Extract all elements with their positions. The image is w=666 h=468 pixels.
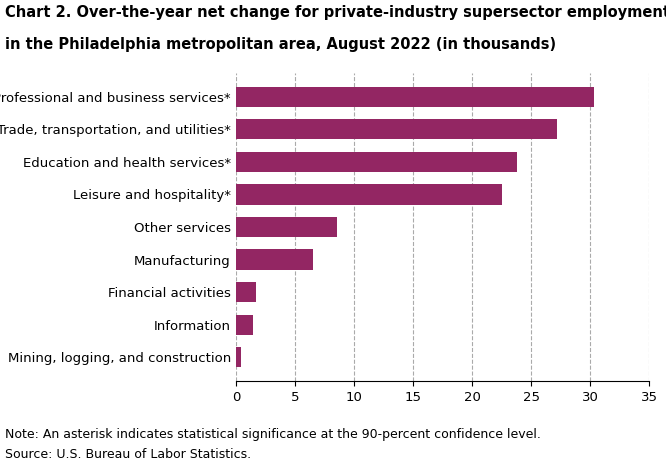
- Bar: [236, 87, 594, 107]
- Bar: [236, 217, 337, 237]
- Bar: [236, 184, 502, 205]
- Bar: [236, 314, 253, 335]
- Text: Chart 2. Over-the-year net change for private-industry supersector employment: Chart 2. Over-the-year net change for pr…: [5, 5, 666, 20]
- Bar: [236, 282, 256, 302]
- Bar: [236, 249, 313, 270]
- Text: Source: U.S. Bureau of Labor Statistics.: Source: U.S. Bureau of Labor Statistics.: [5, 448, 252, 461]
- Bar: [236, 119, 557, 139]
- Text: Note: An asterisk indicates statistical significance at the 90-percent confidenc: Note: An asterisk indicates statistical …: [5, 428, 541, 441]
- Bar: [236, 152, 517, 172]
- Text: in the Philadelphia metropolitan area, August 2022 (in thousands): in the Philadelphia metropolitan area, A…: [5, 37, 557, 51]
- Bar: [236, 347, 241, 367]
